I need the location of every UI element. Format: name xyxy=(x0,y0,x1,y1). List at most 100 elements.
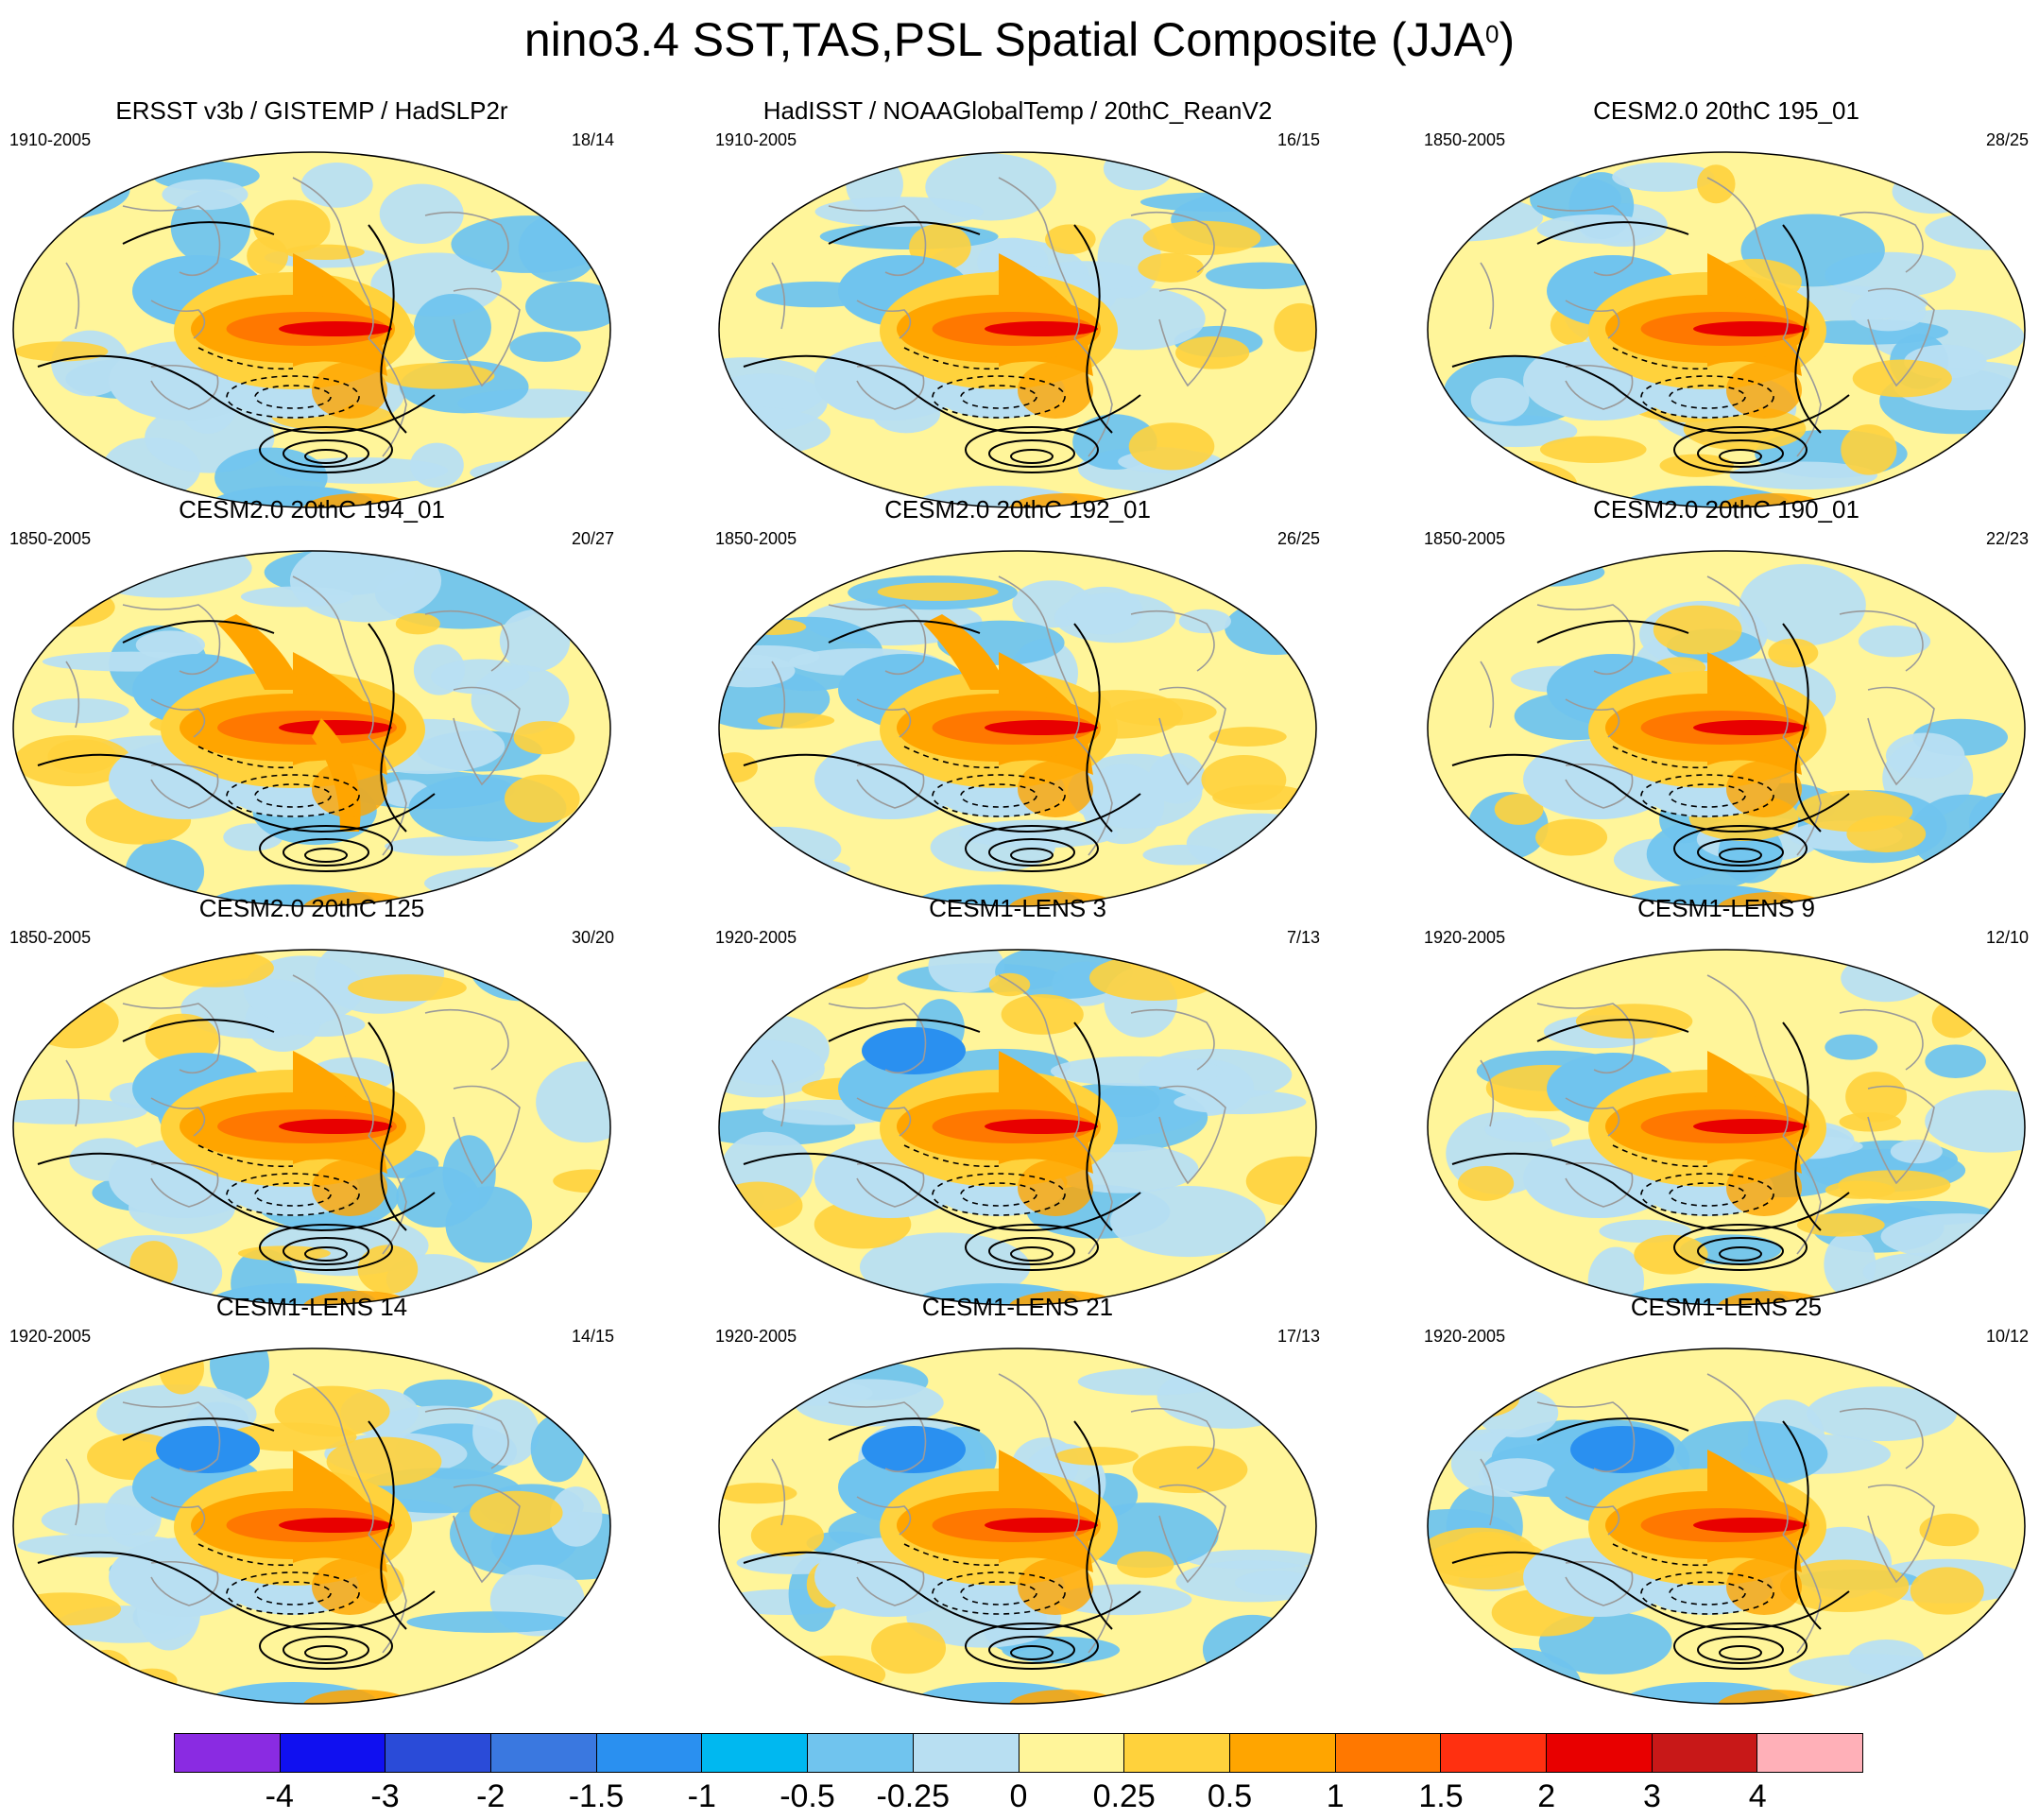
coastlines xyxy=(771,974,1226,1255)
sst-field xyxy=(1428,1348,2025,1704)
map-panel: CESM2.0 20thC 194_01 1850-2005 20/27 xyxy=(9,493,614,909)
sst-field xyxy=(719,152,1316,507)
sst-field xyxy=(719,1348,1316,1704)
robinson-map xyxy=(718,550,1317,907)
colorbar-tick-label: 1.5 xyxy=(1418,1778,1464,1814)
map-panel: CESM1-LENS 25 1920-2005 10/12 xyxy=(1424,1291,2029,1707)
map-border xyxy=(1427,151,2026,508)
panel-event-count: 16/15 xyxy=(1277,130,1320,149)
map-border xyxy=(718,1348,1317,1705)
psl-negative-contours xyxy=(1612,746,1774,817)
sst-field xyxy=(13,950,610,1305)
robinson-map xyxy=(1427,949,2026,1306)
panel-period: 1920-2005 xyxy=(715,1327,797,1346)
panel-title: CESM2.0 20thC 190_01 xyxy=(1593,495,1859,524)
colorbar-swatch xyxy=(1757,1734,1862,1772)
colorbar-tick-label: -3 xyxy=(370,1778,400,1814)
psl-negative-contours xyxy=(1612,347,1774,419)
panel-period: 1920-2005 xyxy=(9,1327,92,1346)
colorbar-tick-label: 0 xyxy=(1009,1778,1028,1814)
map-border xyxy=(1427,949,2026,1306)
panel-event-count: 12/10 xyxy=(1985,928,2029,947)
psl-negative-contours xyxy=(197,347,360,419)
psl-contours xyxy=(743,1417,1141,1670)
panel-title: HadISST / NOAAGlobalTemp / 20thC_ReanV2 xyxy=(762,96,1273,125)
map-border xyxy=(1427,1348,2026,1705)
psl-contours xyxy=(1451,1019,1850,1271)
sst-field xyxy=(1428,152,2025,507)
map-border xyxy=(12,1348,611,1705)
panel-period: 1850-2005 xyxy=(715,529,797,548)
colorbar-swatch xyxy=(491,1734,597,1772)
colorbar-tick-label: 4 xyxy=(1748,1778,1767,1814)
panel-title: ERSST v3b / GISTEMP / HadSLP2r xyxy=(115,96,508,125)
map-panel: HadISST / NOAAGlobalTemp / 20thC_ReanV2 1… xyxy=(715,94,1320,510)
psl-contours xyxy=(743,1019,1141,1271)
psl-negative-contours xyxy=(197,1543,360,1615)
robinson-map xyxy=(1427,550,2026,907)
panel-period: 1910-2005 xyxy=(715,130,797,149)
psl-negative-contours xyxy=(1612,1543,1774,1615)
psl-contours xyxy=(743,221,1141,473)
colorbar-swatch xyxy=(596,1734,703,1772)
panel-title: CESM2.0 20thC 125 xyxy=(198,894,425,922)
colorbar-swatch xyxy=(1441,1734,1547,1772)
panel-title: CESM1-LENS 25 xyxy=(1630,1293,1823,1321)
psl-negative-contours xyxy=(197,746,360,817)
panel-title: CESM1-LENS 3 xyxy=(929,894,1106,922)
colorbar-tick-label: -1.5 xyxy=(568,1778,625,1814)
map-panel: ERSST v3b / GISTEMP / HadSLP2r 1910-2005 1… xyxy=(9,94,614,510)
coastlines xyxy=(65,974,521,1255)
colorbar-tick-label: 0.5 xyxy=(1207,1778,1253,1814)
panel-event-count: 22/23 xyxy=(1985,529,2029,548)
map-panel: CESM1-LENS 14 1920-2005 14/15 xyxy=(9,1291,614,1707)
psl-contours xyxy=(37,620,436,872)
colorbar-swatch xyxy=(702,1734,809,1772)
psl-negative-contours xyxy=(903,347,1066,419)
panel-event-count: 10/12 xyxy=(1985,1327,2029,1346)
coastlines xyxy=(65,177,521,457)
panel-event-count: 7/13 xyxy=(1286,928,1320,947)
colorbar-swatch xyxy=(808,1734,914,1772)
psl-negative-contours xyxy=(1612,1144,1774,1216)
panel-period: 1920-2005 xyxy=(1424,928,1506,947)
sst-field xyxy=(1428,950,2025,1305)
psl-negative-contours xyxy=(197,1144,360,1216)
colorbar-tick-label: -0.25 xyxy=(876,1778,951,1814)
panel-title: CESM2.0 20thC 192_01 xyxy=(884,495,1151,524)
coastlines xyxy=(771,575,1226,856)
colorbar xyxy=(174,1733,1863,1773)
colorbar-tick-label: 1 xyxy=(1326,1778,1345,1814)
colorbar-swatch xyxy=(280,1734,386,1772)
colorbar-tick-label: 2 xyxy=(1537,1778,1556,1814)
colorbar-tick-label: -0.5 xyxy=(780,1778,835,1814)
colorbar-swatch xyxy=(1019,1734,1125,1772)
colorbar-tick-label: 3 xyxy=(1643,1778,1661,1814)
panel-period: 1850-2005 xyxy=(9,529,92,548)
psl-negative-contours xyxy=(903,1144,1066,1216)
panel-title: CESM1-LENS 21 xyxy=(921,1293,1114,1321)
psl-contours xyxy=(1451,1417,1850,1670)
map-border xyxy=(718,151,1317,508)
colorbar-tick-label: 0.25 xyxy=(1092,1778,1156,1814)
map-border xyxy=(1427,550,2026,907)
robinson-map xyxy=(718,1348,1317,1705)
panel-event-count: 14/15 xyxy=(571,1327,614,1346)
panel-event-count: 28/25 xyxy=(1985,130,2029,149)
sst-field xyxy=(1428,551,2025,906)
psl-contours xyxy=(37,1019,436,1271)
panel-period: 1920-2005 xyxy=(715,928,797,947)
colorbar-tick-label: -2 xyxy=(476,1778,505,1814)
coastlines xyxy=(771,177,1226,457)
panel-event-count: 18/14 xyxy=(571,130,614,149)
map-border xyxy=(12,949,611,1306)
panel-title: CESM2.0 20thC 194_01 xyxy=(179,495,445,524)
robinson-map xyxy=(12,151,611,508)
panel-event-count: 17/13 xyxy=(1277,1327,1320,1346)
map-panel: CESM2.0 20thC 125 1850-2005 30/20 xyxy=(9,892,614,1308)
coastlines xyxy=(771,1373,1226,1654)
psl-contours xyxy=(37,221,436,473)
map-border xyxy=(12,550,611,907)
colorbar-swatch xyxy=(1229,1734,1336,1772)
sst-field xyxy=(719,950,1316,1305)
